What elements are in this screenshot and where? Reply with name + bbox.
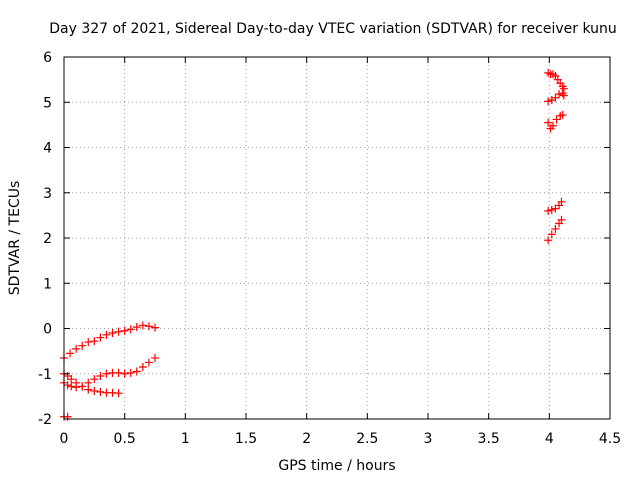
data-point <box>126 368 135 377</box>
data-point <box>555 90 564 99</box>
x-axis-label: GPS time / hours <box>278 458 395 474</box>
x-tick-label: 2.5 <box>356 431 378 447</box>
data-point <box>78 382 87 391</box>
x-tick-label: 3 <box>424 431 433 447</box>
data-point <box>557 197 566 206</box>
y-tick-label: 4 <box>43 141 52 157</box>
y-tick-label: -2 <box>38 412 52 428</box>
data-point <box>151 323 159 332</box>
data-point <box>547 230 556 239</box>
data-point <box>559 91 568 100</box>
y-axis-label: SDTVAR / TECUs <box>7 181 23 296</box>
data-point <box>559 84 568 93</box>
data-point <box>551 93 560 102</box>
series-7 <box>544 110 567 133</box>
data-point <box>544 236 553 245</box>
data-points <box>60 68 568 421</box>
y-tick-label: 2 <box>43 231 52 247</box>
data-point <box>96 387 105 396</box>
data-point <box>557 215 566 224</box>
axis-ticks: 0 0.5 1 1.5 2 2.5 3 3.5 4 4.5 -2 -1 0 1 2 3 4 5 6 <box>38 50 621 447</box>
data-point <box>63 412 72 421</box>
grid <box>64 57 610 419</box>
data-point <box>114 389 123 398</box>
data-point <box>144 322 153 331</box>
data-point <box>114 368 123 377</box>
series-6 <box>544 89 568 106</box>
data-point <box>548 121 557 130</box>
data-point <box>96 372 105 381</box>
data-point <box>90 337 99 346</box>
data-point <box>67 382 76 391</box>
y-tick-label: 6 <box>43 50 52 66</box>
data-point <box>96 333 105 342</box>
y-tick-label: 1 <box>43 276 52 292</box>
data-point <box>544 97 553 106</box>
data-point <box>102 369 111 378</box>
data-point <box>84 385 93 394</box>
data-point <box>547 205 556 214</box>
series-1 <box>60 321 159 362</box>
data-point <box>90 386 99 395</box>
data-point <box>108 329 117 338</box>
data-point <box>78 341 87 350</box>
data-point <box>84 338 93 347</box>
data-point <box>151 353 159 362</box>
data-point <box>72 344 81 353</box>
chart-title: Day 327 of 2021, Sidereal Day-to-day VTE… <box>49 21 617 37</box>
series-2 <box>60 353 159 392</box>
y-tick-label: 5 <box>43 95 52 111</box>
x-tick-label: 2 <box>302 431 311 447</box>
y-tick-label: 3 <box>43 186 52 202</box>
data-point <box>551 224 560 233</box>
data-point <box>90 375 99 384</box>
data-point <box>67 375 76 384</box>
data-point <box>544 206 553 215</box>
data-point <box>126 325 135 334</box>
data-point <box>132 323 141 332</box>
data-point <box>84 378 93 387</box>
y-tick-label: 0 <box>43 322 52 338</box>
data-point <box>138 321 147 330</box>
series-4 <box>60 412 72 421</box>
data-point <box>558 110 567 119</box>
data-point <box>132 367 141 376</box>
data-point <box>114 327 123 336</box>
x-tick-label: 4.5 <box>599 431 621 447</box>
data-point <box>120 326 129 335</box>
x-tick-label: 4 <box>545 431 554 447</box>
data-point <box>66 349 75 358</box>
data-point <box>552 115 561 124</box>
y-tick-label: -1 <box>38 367 52 383</box>
x-tick-label: 0 <box>60 431 69 447</box>
data-point <box>102 330 111 339</box>
data-point <box>144 358 153 367</box>
data-point <box>72 378 81 387</box>
series-5 <box>544 68 568 93</box>
x-tick-label: 0.5 <box>114 431 136 447</box>
x-tick-label: 1 <box>181 431 190 447</box>
series-9 <box>544 215 566 245</box>
data-point <box>544 118 553 127</box>
data-point <box>120 369 129 378</box>
series-8 <box>544 197 566 215</box>
data-point <box>138 362 147 371</box>
data-point <box>63 381 72 390</box>
x-tick-label: 3.5 <box>478 431 500 447</box>
x-tick-label: 1.5 <box>235 431 257 447</box>
